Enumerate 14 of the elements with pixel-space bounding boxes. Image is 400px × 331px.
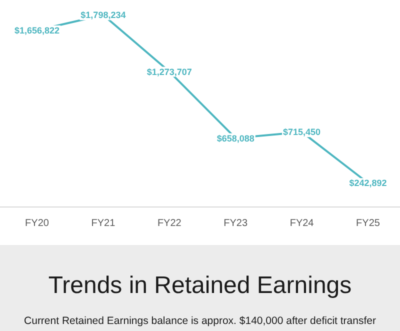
- data-label: $658,088: [216, 133, 254, 144]
- text: Trends in Retained Earnings: [48, 272, 352, 299]
- data-label: $242,892: [349, 178, 387, 188]
- data-label: $1,273,707: [146, 66, 192, 77]
- x-tick-label: FY20: [25, 218, 50, 230]
- text: Current Retained Earnings balance is approx. $140,000 after deficit transfer: [24, 315, 376, 327]
- x-tick-label: FY23: [224, 218, 248, 230]
- x-tick-label: FY22: [157, 218, 182, 230]
- x-tick-label: FY25: [356, 218, 380, 230]
- x-tick-label: FY21: [91, 218, 116, 230]
- data-label: $715,450: [283, 127, 321, 138]
- x-tick-label: FY24: [290, 218, 314, 230]
- data-label: $1,656,822: [14, 25, 60, 36]
- data-label: $1,798,234: [80, 10, 126, 20]
